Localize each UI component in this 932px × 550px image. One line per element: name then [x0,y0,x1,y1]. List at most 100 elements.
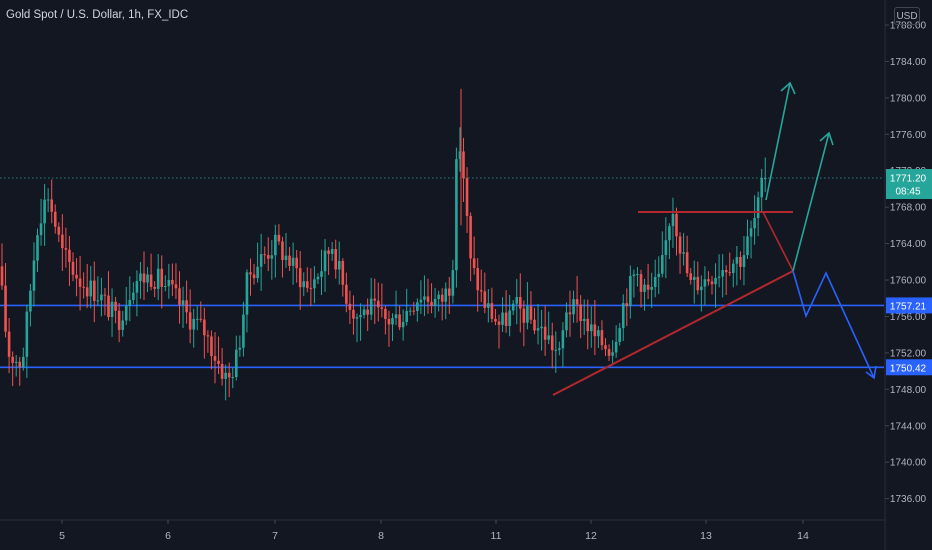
candle-body [231,376,235,378]
candle [369,277,373,320]
candle-body [451,270,455,296]
candle-body [494,318,497,322]
candle [607,344,611,362]
candle-body [689,273,692,281]
candle-body [387,318,391,325]
candle [22,347,25,371]
candle-body [522,308,526,323]
candle-body [352,309,355,319]
candle-body [274,234,277,256]
candle [476,257,479,312]
candle [359,303,362,341]
candle-body [703,279,707,287]
y-tick-label: 1760.00 [890,276,927,287]
candle-body [540,326,543,329]
candle [387,310,391,347]
candle-body [550,335,554,351]
candle-body [46,199,50,201]
candle [529,291,533,324]
candle-body [536,328,540,331]
candle-body [600,330,604,346]
candle [43,183,46,246]
candle-body [18,361,22,368]
candle-body [696,276,700,291]
candle [671,197,675,248]
candle [306,267,309,293]
candle [430,283,433,314]
pullback-projection[interactable] [762,211,794,272]
time-axis[interactable]: 5 6 7 8 11 12 13 14 [0,519,885,542]
rising-trendline[interactable] [552,270,794,396]
candle-body [313,279,316,289]
candle-body [462,151,465,179]
candle [657,256,661,295]
candle [107,271,110,321]
candle-body [618,328,621,342]
candle [284,232,288,268]
candle [661,231,664,278]
candle [416,298,419,322]
candle [61,214,64,271]
candle [639,269,643,308]
candle-body [380,307,384,309]
candle-body [242,314,245,348]
candle [675,207,678,256]
bear-zigzag-arrow[interactable] [792,270,875,379]
candle [490,287,494,323]
candle [181,286,185,329]
candle [164,275,167,292]
bull-arrow-1[interactable] [765,82,791,201]
candle-body [135,280,139,293]
candle-body [75,274,78,279]
candle-body [568,312,572,315]
y-tick-label: 1768.00 [890,203,927,214]
x-tick-label: 12 [585,530,597,542]
candle [64,227,68,268]
level-price-label: 1750.42 [890,363,927,374]
level-price-tag [886,297,932,314]
candle-body [0,266,4,286]
candle [728,252,732,277]
candle [291,242,295,285]
candle-body [164,286,167,288]
bull-arrow-2-head [819,131,834,146]
candle-body [89,280,93,297]
candle-body [497,321,501,325]
candle [46,188,50,213]
candle-body [68,249,71,262]
candle-body [149,274,153,287]
candle-body [213,356,217,361]
candle-body [188,312,192,330]
candle [29,283,32,327]
candle [515,279,519,325]
candle-body [302,281,306,288]
currency-button[interactable]: USD [894,7,920,25]
candle [50,179,53,224]
candle [242,301,245,357]
candle-body [259,254,263,267]
candle [185,280,188,324]
candle-body [714,277,717,285]
candle-body [4,285,7,332]
candle [117,303,121,343]
candle-body [646,284,650,290]
candle-body [593,324,597,337]
candle [533,307,536,335]
candle-body [398,314,401,328]
candle-body [639,274,643,292]
candle [590,306,593,348]
candle-body [416,302,419,312]
candle [536,304,540,345]
candle-body [391,318,394,325]
bull-arrow-2[interactable] [792,132,830,272]
candle-body [455,159,458,271]
candle [753,195,756,245]
candle [71,252,75,282]
candle [231,367,235,389]
candle [174,263,178,300]
y-tick-label: 1788.00 [890,21,927,32]
candle [426,278,430,314]
candle-body [408,310,412,312]
price-axis[interactable]: 1788.001784.001780.001776.001772.001768.… [884,0,927,550]
